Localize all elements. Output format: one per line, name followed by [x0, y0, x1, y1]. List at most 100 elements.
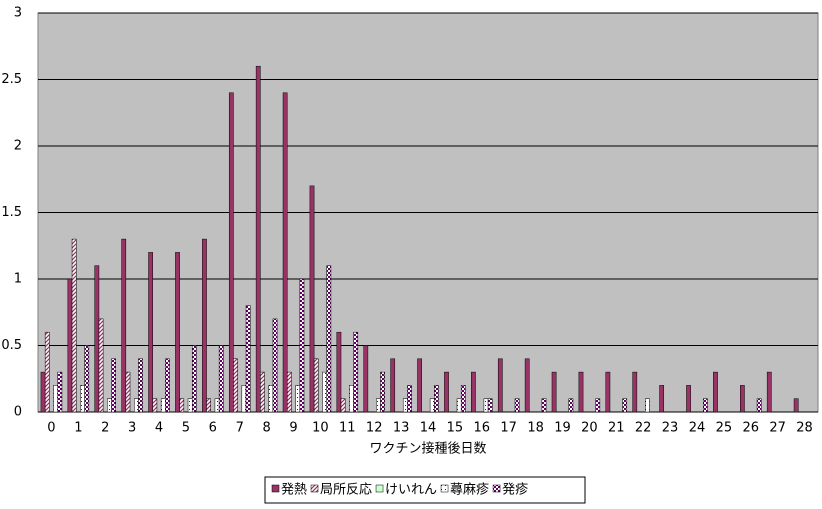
bar: [202, 238, 207, 413]
x-tick-label: 1: [74, 421, 82, 436]
bar: [402, 398, 408, 413]
bar: [483, 398, 489, 413]
bar: [793, 398, 799, 413]
bar: [551, 371, 557, 413]
bar: [434, 385, 439, 413]
bar: [349, 385, 354, 413]
bar: [487, 398, 493, 413]
x-tick-label: 28: [796, 421, 813, 436]
bar: [514, 398, 520, 413]
bar: [340, 398, 346, 413]
bar: [632, 371, 638, 413]
bar: [160, 398, 166, 413]
bar: [622, 398, 628, 413]
y-tick-label: 0.5: [1, 338, 22, 353]
x-tick-label: 24: [689, 421, 706, 436]
bar: [84, 345, 90, 413]
x-tick-label: 16: [474, 421, 491, 436]
bar: [191, 345, 197, 413]
bar: [272, 318, 278, 413]
x-tick-label: 7: [236, 421, 244, 436]
bar: [363, 345, 369, 413]
x-tick-label: 3: [128, 421, 136, 436]
x-tick-label: 18: [527, 421, 544, 436]
bar: [138, 358, 143, 413]
bar: [713, 371, 718, 413]
bar: [53, 385, 58, 413]
legend-swatch: [492, 484, 501, 493]
y-tick-label: 2: [14, 139, 22, 154]
x-axis-title: ワクチン接種後日数: [369, 441, 486, 457]
x-tick-label: 20: [581, 421, 598, 436]
x-tick-label: 6: [209, 421, 217, 436]
legend-swatch: [440, 484, 449, 493]
bar: [376, 398, 381, 413]
bar: [322, 371, 327, 413]
legend-label: 発熱: [281, 483, 307, 498]
bar: [241, 385, 247, 413]
bar: [541, 398, 547, 413]
bar: [568, 398, 574, 413]
x-tick-label: 0: [47, 421, 55, 436]
legend-box: [264, 476, 586, 504]
bar: [255, 65, 261, 413]
bar: [336, 331, 342, 413]
bar: [133, 398, 139, 413]
x-tick-label: 8: [262, 421, 270, 436]
bar: [326, 265, 332, 413]
y-tick-label: 2.5: [1, 72, 22, 87]
bar: [407, 385, 412, 413]
bar: [299, 278, 305, 413]
bar: [703, 398, 708, 413]
bar: [175, 252, 180, 413]
bar: [206, 398, 211, 413]
x-tick-label: 4: [155, 421, 163, 436]
x-tick-label: 25: [716, 421, 733, 436]
y-tick-label: 1: [14, 272, 22, 287]
x-tick-label: 9: [289, 421, 297, 436]
bar: [179, 398, 185, 413]
bar: [429, 398, 435, 413]
x-tick-label: 13: [393, 421, 410, 436]
bar: [471, 371, 476, 413]
bar: [40, 371, 46, 413]
bar: [380, 371, 385, 413]
bar: [187, 398, 193, 413]
x-tick-label: 19: [554, 421, 571, 436]
y-tick-label: 0: [14, 405, 22, 420]
bar: [497, 358, 503, 413]
bar: [756, 398, 762, 413]
bar: [260, 371, 265, 413]
legend-swatch: [375, 484, 384, 493]
bar: [71, 238, 77, 413]
bar: [148, 252, 153, 413]
y-tick-label: 3: [14, 6, 22, 21]
bar: [390, 358, 396, 413]
legend-label: 局所反応: [320, 483, 372, 498]
bar: [309, 185, 315, 413]
bar: [313, 358, 319, 413]
bar: [686, 385, 691, 413]
x-tick-label: 22: [635, 421, 652, 436]
bar: [444, 371, 449, 413]
bar: [57, 371, 63, 413]
bar: [282, 92, 288, 413]
legend: 発熱 局所反応 けいれん 蕁麻疹 発疹: [264, 476, 586, 504]
legend-label: 蕁麻疹: [450, 482, 489, 498]
legend-label: 発疹: [502, 482, 528, 498]
bar: [107, 398, 112, 413]
x-tick-label: 5: [182, 421, 190, 436]
bar: [80, 385, 85, 413]
bar: [659, 385, 665, 413]
bar: [740, 385, 745, 413]
legend-swatch: [310, 484, 319, 493]
x-tick-label: 15: [447, 421, 464, 436]
bar: [353, 331, 359, 413]
legend-label: けいれん: [385, 483, 437, 498]
bar: [218, 345, 224, 413]
bar: [268, 385, 274, 413]
bar: [228, 92, 234, 413]
bar: [233, 358, 238, 413]
